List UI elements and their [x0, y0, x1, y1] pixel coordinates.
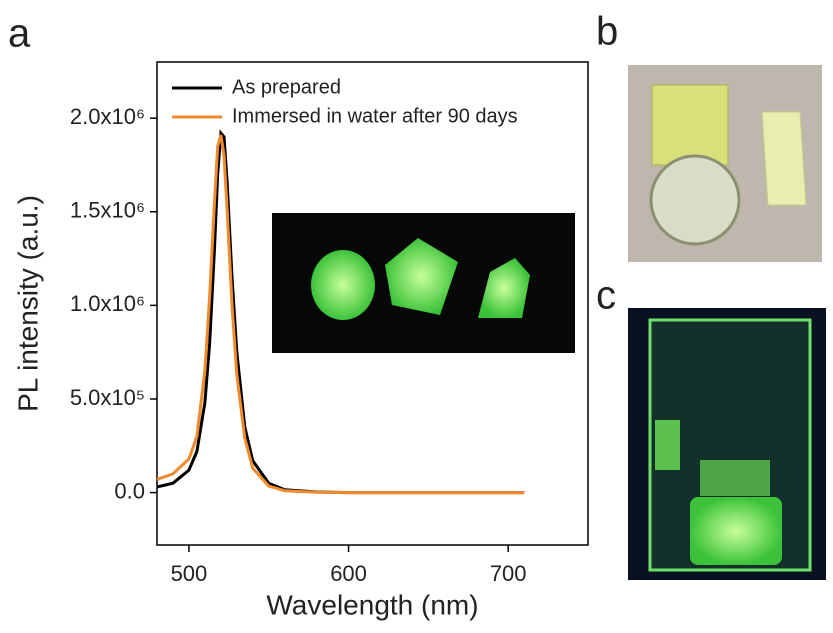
y-axis-label: PL intensity (a.u.): [12, 195, 43, 412]
y-tick-label: 1.5x10⁶: [70, 198, 145, 223]
x-tick-label: 500: [171, 561, 208, 586]
panel-label: b: [596, 10, 618, 54]
photo-b: [628, 65, 822, 262]
x-tick-label: 700: [490, 561, 527, 586]
y-tick-label: 1.0x10⁶: [70, 291, 145, 316]
legend-label: As prepared: [232, 76, 341, 98]
panel-label: a: [8, 12, 31, 56]
inset-photo: [272, 213, 575, 353]
panel-label: c: [596, 274, 616, 318]
y-tick-label: 2.0x10⁶: [70, 104, 145, 129]
x-tick-label: 600: [330, 561, 367, 586]
data-line: [156, 134, 525, 495]
x-axis-label: Wavelength (nm): [266, 589, 478, 620]
legend-label: Immersed in water after 90 days: [232, 105, 518, 127]
y-tick-label: 0.0: [114, 478, 145, 503]
plot-frame: [156, 61, 589, 546]
photo-c: [628, 308, 826, 580]
y-tick-label: 5.0x10⁵: [70, 385, 145, 410]
